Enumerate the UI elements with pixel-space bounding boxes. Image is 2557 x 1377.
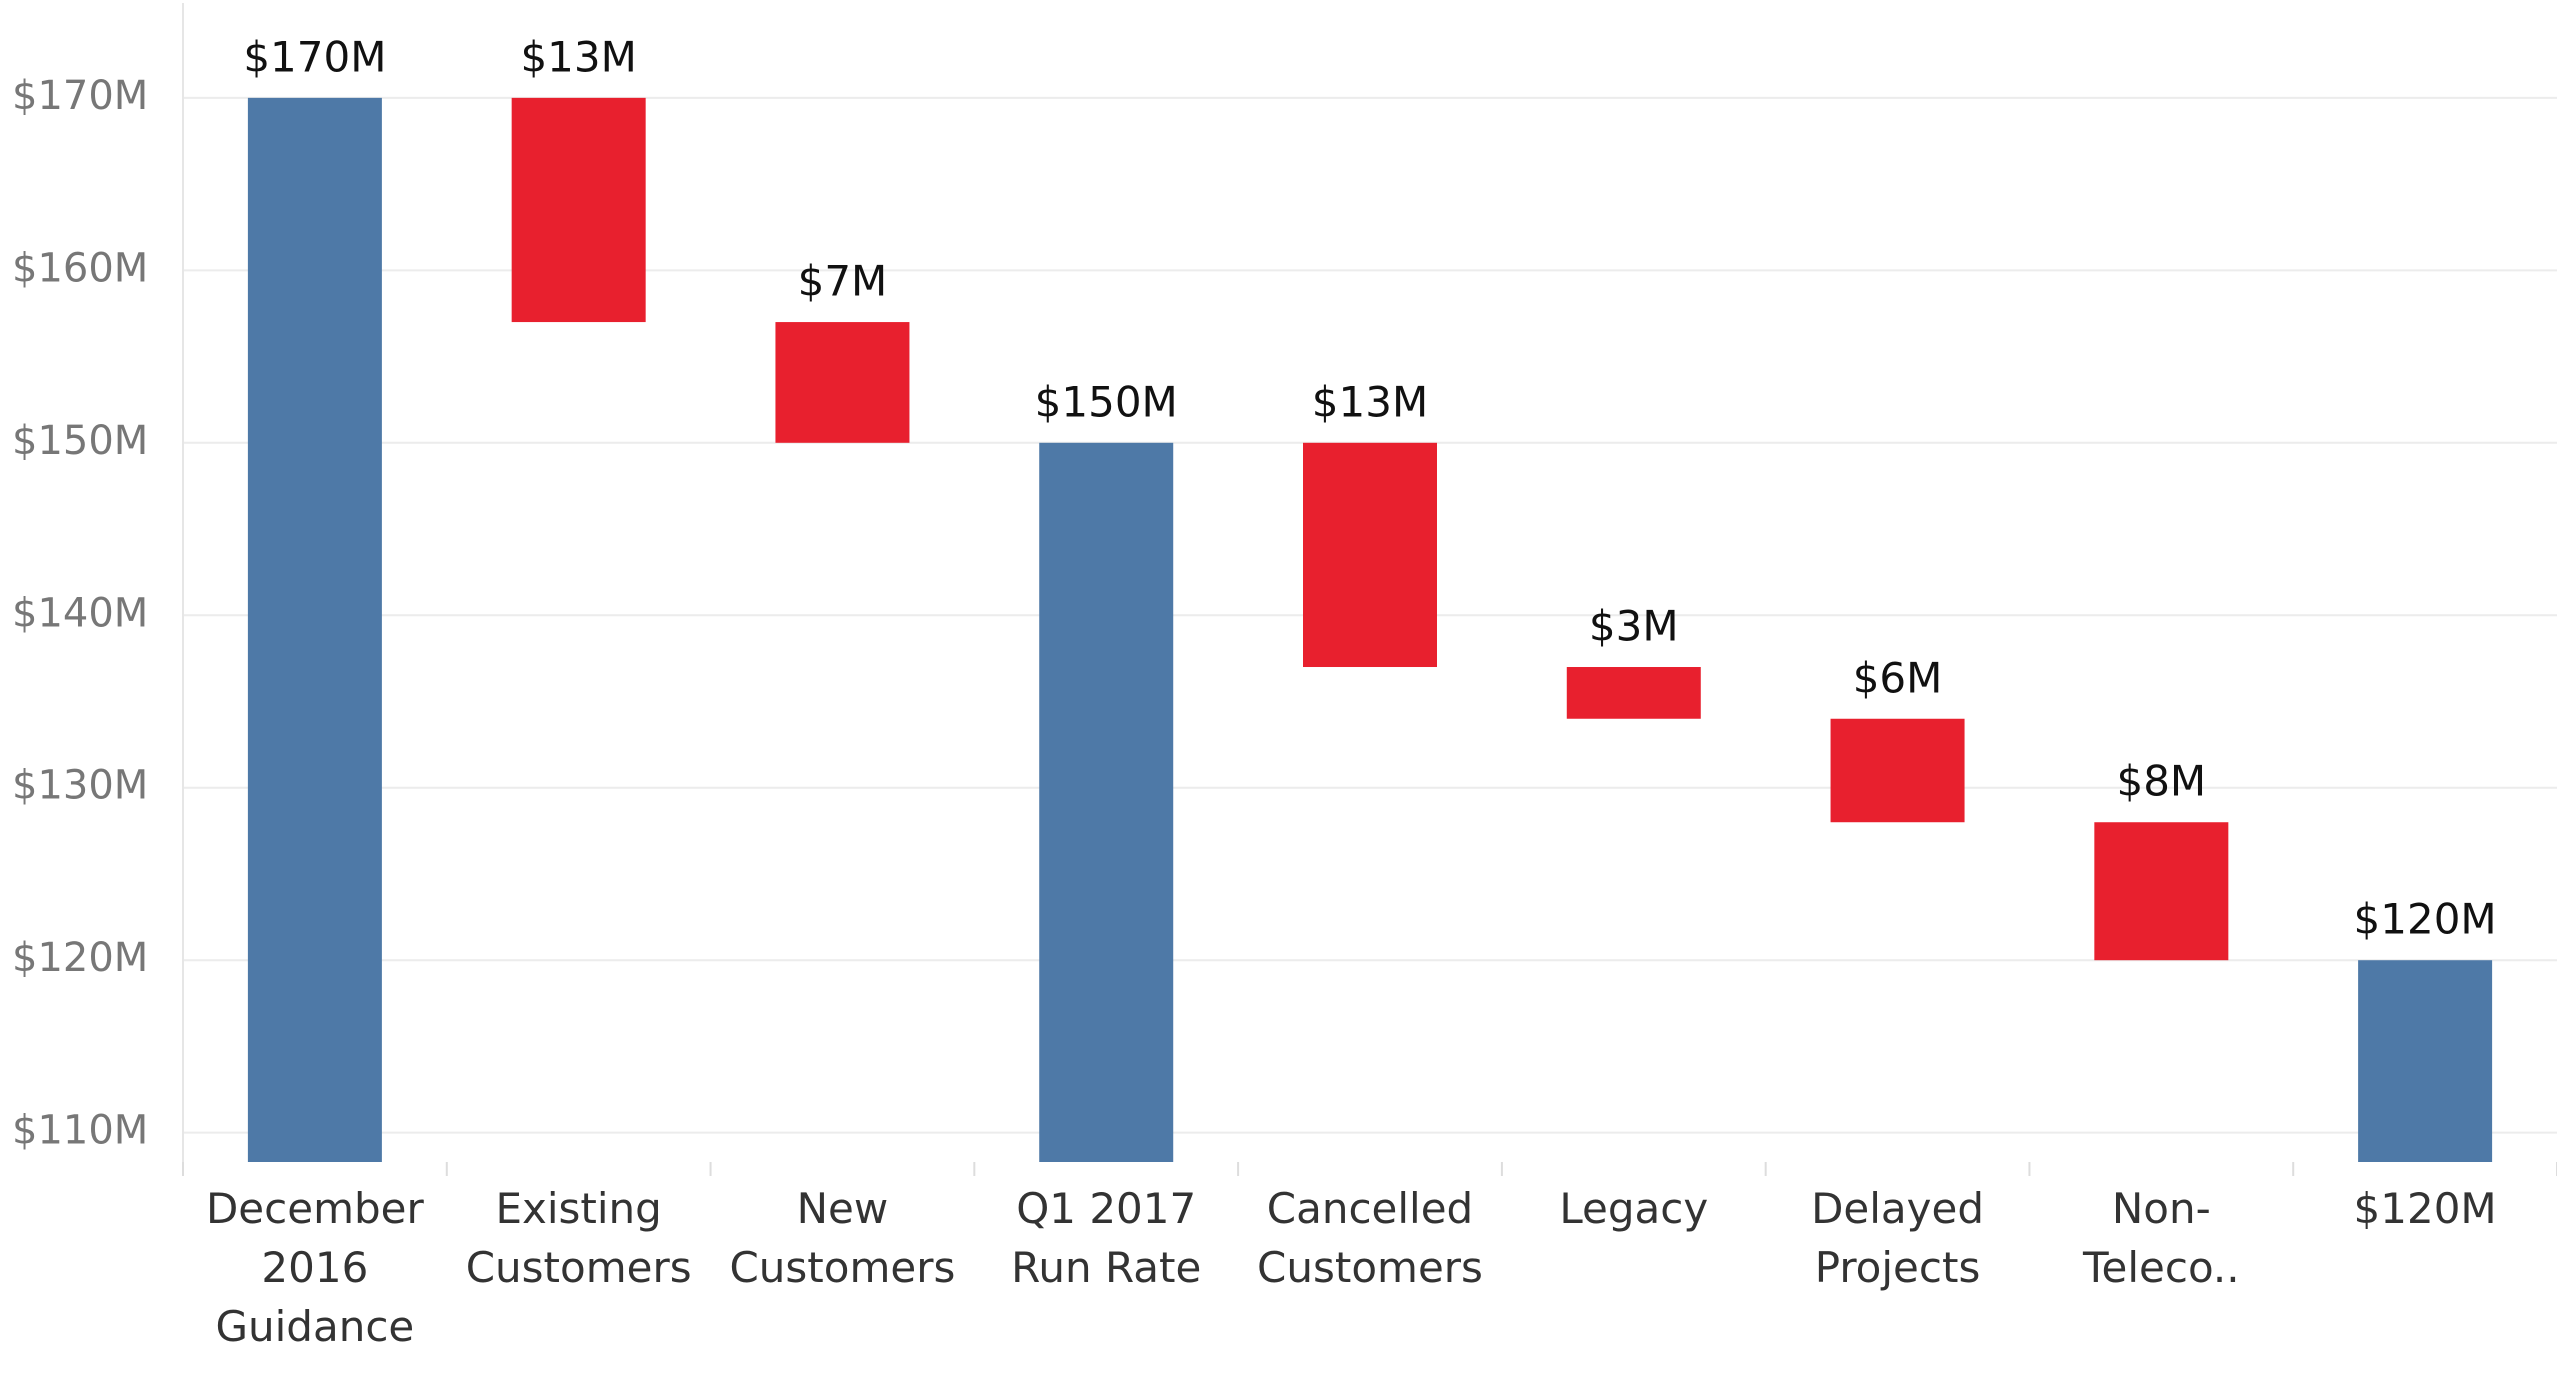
x-tick-label: Cancelled Customers <box>1257 1184 1483 1292</box>
data-label: $150M <box>1035 377 1178 426</box>
bar <box>2358 960 2493 1162</box>
bar <box>511 97 646 323</box>
y-tick-label: $170M <box>12 73 148 119</box>
x-tick-label: Existing Customers <box>465 1184 692 1292</box>
x-tick-label: Legacy <box>1559 1184 1709 1233</box>
x-tick-label: Delayed Projects <box>1811 1184 1985 1292</box>
y-tick-label: $160M <box>12 245 148 291</box>
y-tick-label: $140M <box>12 590 148 636</box>
data-label: $3M <box>1589 602 1679 651</box>
data-label: $13M <box>520 32 636 81</box>
y-tick-label: $120M <box>12 935 148 981</box>
x-tick-label: $120M <box>2353 1184 2497 1233</box>
bar <box>775 322 910 443</box>
data-label: $7M <box>798 257 888 306</box>
bar <box>247 97 382 1162</box>
data-label: $13M <box>1312 377 1428 426</box>
y-tick-label: $130M <box>12 763 148 809</box>
y-tick-label: $110M <box>12 1108 148 1154</box>
data-label: $120M <box>2354 895 2497 944</box>
y-tick-label: $150M <box>12 418 148 464</box>
data-label: $8M <box>2116 757 2206 806</box>
x-tick-label: December 2016 Guidance <box>205 1184 424 1351</box>
x-tick-label: Non-Teleco.. <box>2083 1184 2240 1292</box>
x-tick-label: Q1 2017 Run Rate <box>1011 1184 1202 1292</box>
bar <box>2094 822 2229 961</box>
bar <box>1830 718 1965 823</box>
bar <box>1566 667 1701 719</box>
x-tick-label: New Customers <box>729 1184 956 1292</box>
data-label: $170M <box>243 32 386 81</box>
bar <box>1039 442 1174 1163</box>
bar <box>1303 442 1437 668</box>
data-label: $6M <box>1853 653 1943 702</box>
